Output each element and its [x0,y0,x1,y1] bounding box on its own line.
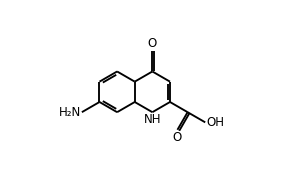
Text: OH: OH [206,116,224,129]
Text: O: O [173,131,182,144]
Text: H₂N: H₂N [59,106,81,119]
Text: NH: NH [144,113,161,126]
Text: O: O [148,37,157,50]
